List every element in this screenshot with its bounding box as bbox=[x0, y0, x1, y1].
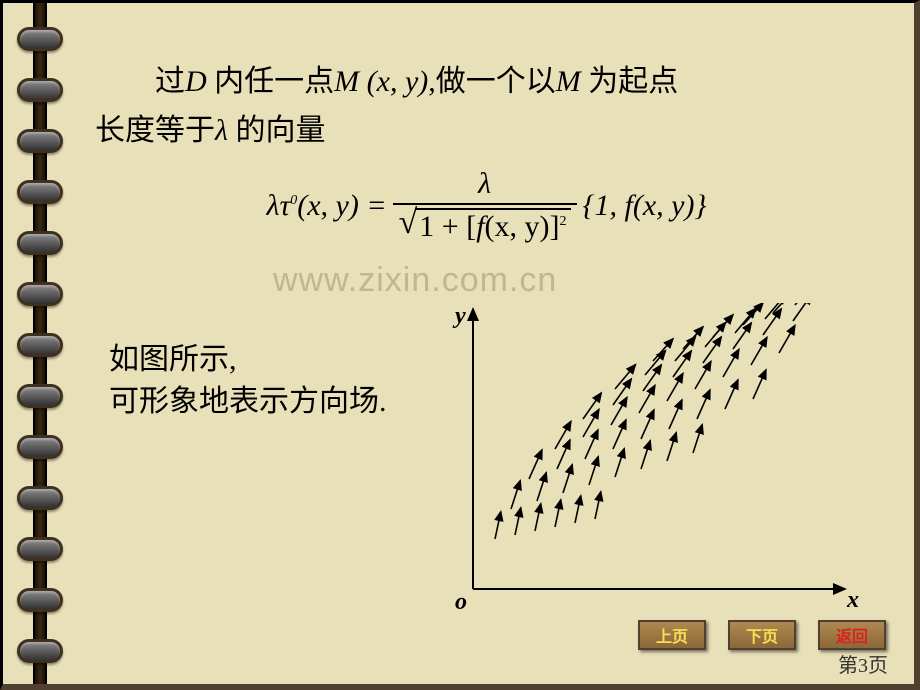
binding-ring bbox=[17, 231, 63, 255]
fraction: λ √ 1 + [f(x, y)]2 bbox=[393, 167, 577, 244]
den-args: (x, y)] bbox=[485, 210, 560, 243]
rhs-f: f bbox=[625, 189, 633, 222]
den-sup: 2 bbox=[560, 214, 567, 229]
text-line-2: 长度等于λ 的向量 bbox=[95, 108, 878, 153]
rhs-args: (x, y)} bbox=[633, 189, 707, 222]
numerator: λ bbox=[472, 167, 497, 203]
formula: λτ0(x, y) = λ √ 1 + [f(x, y)]2 {1, f(x, … bbox=[95, 167, 878, 244]
rhs-open: {1, bbox=[583, 189, 625, 222]
binding-ring bbox=[17, 435, 63, 459]
binding-ring bbox=[17, 180, 63, 204]
binding-ring bbox=[17, 282, 63, 306]
svg-text:x: x bbox=[846, 587, 859, 613]
binding-ring bbox=[17, 27, 63, 51]
next-button[interactable]: 下页 bbox=[728, 620, 796, 650]
lhs-sym: λτ bbox=[267, 189, 291, 222]
binding-ring bbox=[17, 129, 63, 153]
prev-button[interactable]: 上页 bbox=[638, 620, 706, 650]
t1d: 为起点 bbox=[588, 65, 678, 98]
binding-ring bbox=[17, 78, 63, 102]
sym-lambda: λ bbox=[215, 114, 228, 147]
under-sqrt: 1 + [f(x, y)]2 bbox=[415, 208, 570, 244]
sqrt: √ 1 + [f(x, y)]2 bbox=[399, 208, 571, 244]
sym-Mxy: M (x, y) bbox=[334, 65, 428, 98]
slide: 过D 内任一点M (x, y),做一个以M 为起点 长度等于λ 的向量 λτ0(… bbox=[0, 0, 920, 690]
lhs-args: (x, y) = bbox=[297, 189, 386, 222]
spiral-binding bbox=[3, 3, 79, 684]
binding-ring bbox=[17, 537, 63, 561]
svg-text:o: o bbox=[455, 589, 467, 615]
note-l1: 如图所示, bbox=[109, 343, 237, 376]
binding-ring bbox=[17, 588, 63, 612]
lhs: λτ0(x, y) = bbox=[267, 189, 387, 223]
nav-buttons: 上页 下页 返回 bbox=[638, 620, 886, 650]
content-area: 过D 内任一点M (x, y),做一个以M 为起点 长度等于λ 的向量 λτ0(… bbox=[95, 59, 878, 244]
sym-M: M bbox=[556, 65, 581, 98]
rhs: {1, f(x, y)} bbox=[583, 189, 707, 223]
denominator: √ 1 + [f(x, y)]2 bbox=[393, 203, 577, 244]
note-l2: 可形象地表示方向场. bbox=[109, 385, 387, 418]
direction-field-chart: x y o bbox=[399, 303, 859, 623]
den-f: f bbox=[476, 210, 484, 243]
binding-ring bbox=[17, 333, 63, 357]
text-line-1: 过D 内任一点M (x, y),做一个以M 为起点 bbox=[95, 59, 878, 104]
diagram-note: 如图所示, 可形象地表示方向场. bbox=[109, 339, 387, 423]
t1a: 过 bbox=[155, 65, 185, 98]
sym-D: D bbox=[185, 65, 207, 98]
back-button[interactable]: 返回 bbox=[818, 620, 886, 650]
binding-ring bbox=[17, 639, 63, 663]
watermark: www.zixin.com.cn bbox=[273, 261, 557, 300]
t2b: 的向量 bbox=[236, 114, 326, 147]
binding-ring bbox=[17, 384, 63, 408]
t1c: ,做一个以 bbox=[428, 65, 556, 98]
page-number: 第3页 bbox=[838, 649, 888, 678]
den-pre: 1 + [ bbox=[419, 210, 476, 243]
binding-ring bbox=[17, 486, 63, 510]
svg-text:y: y bbox=[452, 303, 466, 329]
t1b: 内任一点 bbox=[214, 65, 334, 98]
t2a: 长度等于 bbox=[95, 114, 215, 147]
